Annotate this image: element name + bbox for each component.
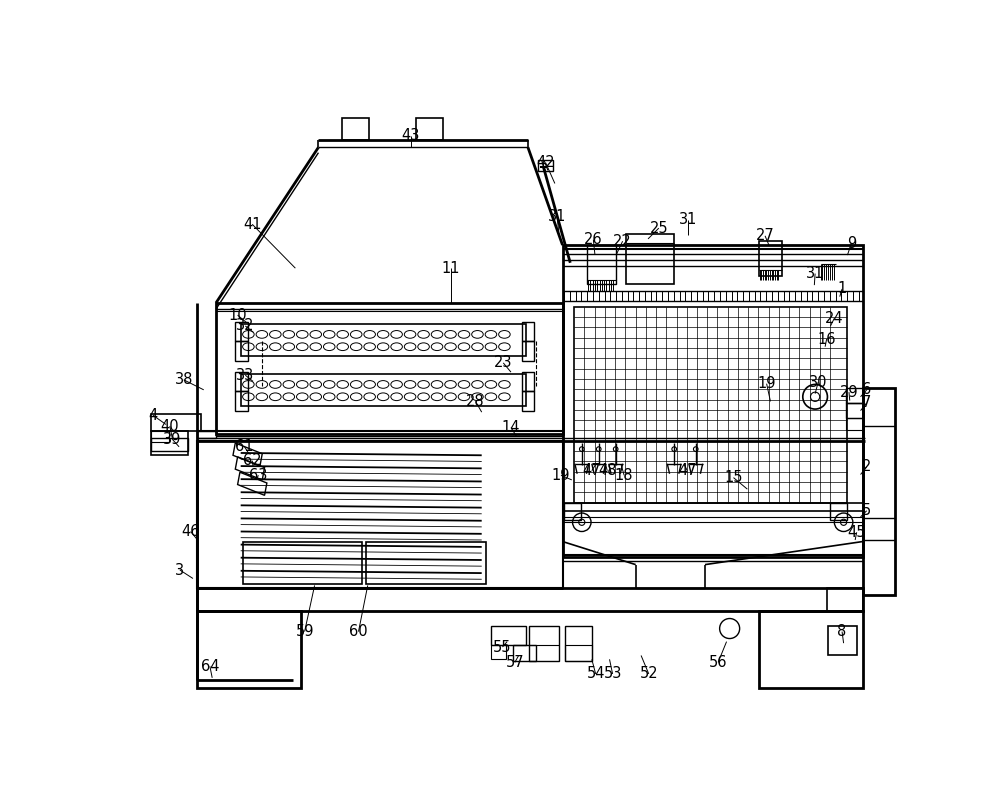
Text: 42: 42: [536, 155, 555, 170]
Bar: [416, 118, 443, 139]
Text: 57: 57: [505, 655, 524, 670]
Bar: [491, 645, 506, 660]
Bar: [846, 418, 863, 430]
Bar: [565, 626, 592, 660]
Text: 53: 53: [603, 667, 622, 682]
Bar: [522, 392, 534, 411]
Bar: [216, 303, 563, 433]
Text: 25: 25: [649, 221, 668, 236]
Bar: [243, 542, 362, 584]
Bar: [342, 118, 369, 139]
Bar: [366, 542, 486, 584]
Text: 14: 14: [502, 420, 520, 435]
Bar: [565, 645, 592, 660]
Bar: [151, 437, 188, 452]
Text: 9: 9: [847, 236, 856, 251]
Bar: [151, 431, 188, 455]
Bar: [846, 388, 863, 403]
Bar: [151, 414, 201, 431]
Bar: [846, 403, 863, 418]
Bar: [197, 588, 863, 611]
Bar: [830, 503, 847, 520]
Text: 32: 32: [236, 319, 255, 334]
Text: 6: 6: [862, 382, 871, 397]
Bar: [759, 241, 782, 276]
Text: 39: 39: [163, 432, 181, 447]
Bar: [863, 388, 895, 596]
Bar: [197, 431, 216, 437]
Bar: [574, 307, 847, 503]
Text: 47: 47: [582, 464, 601, 479]
Text: 47: 47: [678, 464, 697, 479]
Bar: [512, 645, 536, 660]
Text: 31: 31: [548, 209, 566, 224]
Text: 11: 11: [442, 261, 460, 276]
Text: 5: 5: [862, 503, 871, 518]
Text: 19: 19: [552, 467, 570, 483]
Bar: [235, 372, 248, 392]
Bar: [759, 611, 863, 688]
Text: 43: 43: [402, 128, 420, 143]
Bar: [563, 245, 863, 557]
Bar: [241, 373, 526, 406]
Text: 15: 15: [724, 470, 743, 485]
Bar: [241, 324, 526, 356]
Text: 31: 31: [806, 266, 824, 281]
Text: 40: 40: [161, 418, 179, 433]
Text: 10: 10: [228, 308, 247, 323]
Bar: [235, 322, 248, 342]
Text: 64: 64: [201, 659, 219, 674]
Text: 33: 33: [236, 368, 254, 383]
Text: 22: 22: [613, 233, 632, 248]
Text: 23: 23: [494, 355, 513, 370]
Text: 1: 1: [837, 282, 847, 297]
Text: 56: 56: [709, 655, 727, 670]
Text: 48: 48: [598, 464, 616, 479]
Text: 27: 27: [756, 229, 774, 244]
Text: 4: 4: [148, 407, 158, 422]
Text: 46: 46: [181, 524, 200, 539]
Text: 24: 24: [825, 311, 844, 326]
Text: 30: 30: [809, 375, 827, 390]
Text: 59: 59: [295, 624, 314, 639]
Text: 2: 2: [862, 460, 871, 475]
Text: 16: 16: [817, 331, 836, 346]
Text: 26: 26: [584, 233, 603, 247]
Bar: [491, 626, 526, 645]
Text: 54: 54: [586, 667, 605, 682]
Bar: [235, 342, 248, 361]
Bar: [626, 233, 674, 283]
Text: 19: 19: [757, 377, 776, 392]
Bar: [564, 503, 581, 520]
Text: 38: 38: [175, 373, 193, 388]
Bar: [235, 392, 248, 411]
Bar: [529, 626, 559, 660]
Bar: [538, 161, 553, 171]
Bar: [828, 626, 857, 656]
Text: 45: 45: [847, 524, 866, 539]
Bar: [827, 588, 863, 611]
Text: 18: 18: [615, 467, 633, 483]
Text: 8: 8: [837, 624, 847, 639]
Text: 62: 62: [243, 453, 262, 468]
Bar: [587, 245, 616, 283]
Text: 3: 3: [175, 562, 184, 577]
Bar: [522, 372, 534, 392]
Text: 60: 60: [349, 624, 368, 639]
Text: 29: 29: [840, 384, 858, 399]
Text: 7: 7: [862, 396, 871, 411]
Bar: [151, 431, 169, 442]
Text: 63: 63: [249, 467, 268, 483]
Text: 41: 41: [243, 217, 261, 232]
Bar: [522, 322, 534, 342]
Text: 55: 55: [493, 639, 512, 654]
Bar: [197, 441, 563, 588]
Text: 31: 31: [679, 212, 697, 227]
Text: 61: 61: [235, 439, 254, 454]
Bar: [197, 611, 301, 688]
Bar: [522, 342, 534, 361]
Text: 52: 52: [639, 667, 658, 682]
Text: 28: 28: [466, 394, 485, 409]
